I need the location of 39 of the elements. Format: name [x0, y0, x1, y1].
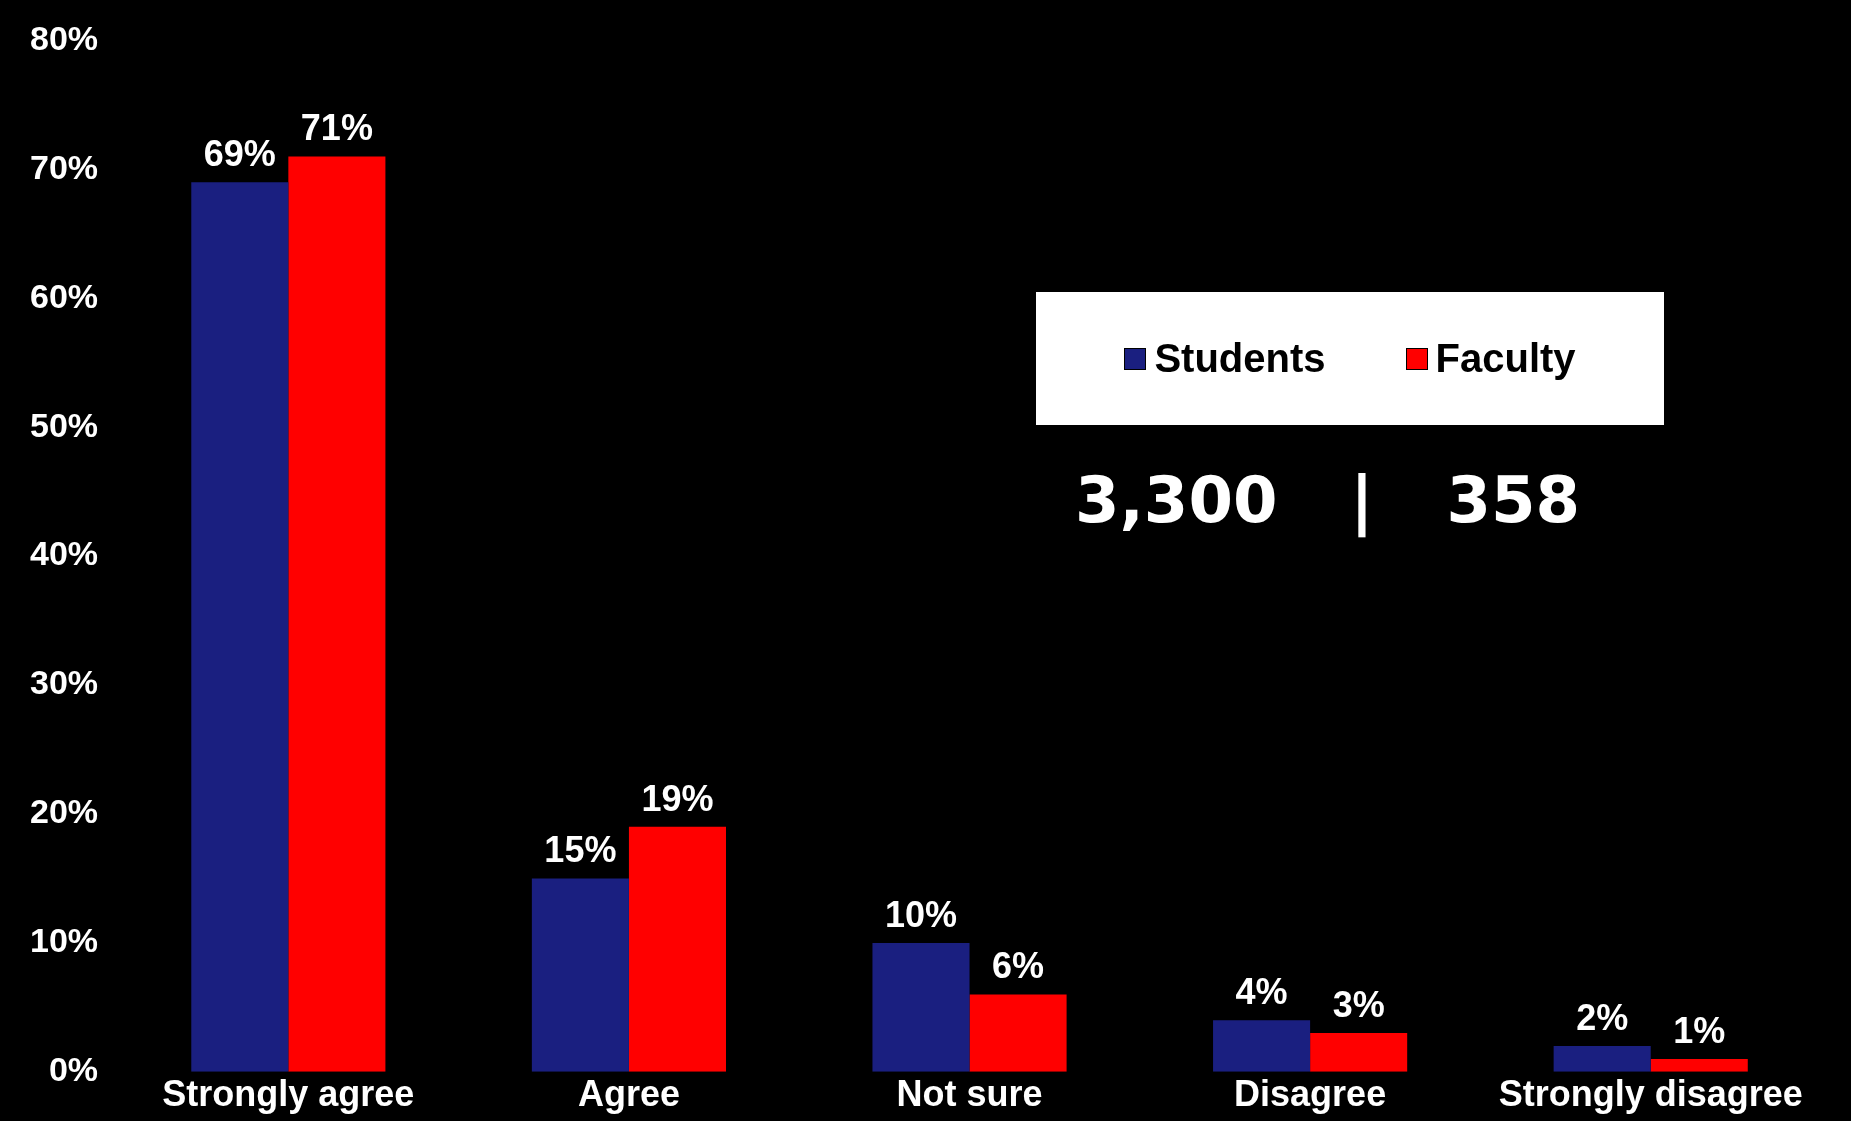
x-tick-label: Strongly disagree — [1498, 1073, 1803, 1115]
annotation: 3,300 — [1075, 463, 1278, 537]
bar — [191, 182, 289, 1072]
y-tick-label: 70% — [29, 147, 99, 186]
data-label: 4% — [1235, 971, 1288, 1013]
legend-label: Students — [1154, 336, 1326, 381]
bar — [1553, 1046, 1651, 1072]
y-tick-label: 40% — [29, 534, 99, 573]
annotation: | — [1350, 463, 1374, 537]
y-tick-label: 10% — [29, 921, 99, 960]
bar — [628, 826, 726, 1072]
bar — [969, 994, 1067, 1072]
bar — [1310, 1033, 1408, 1072]
data-label: 10% — [884, 893, 958, 935]
y-tick-label: 30% — [29, 663, 99, 702]
x-tick-label: Strongly agree — [162, 1073, 415, 1115]
bar — [1213, 1020, 1311, 1072]
data-label: 19% — [641, 777, 714, 819]
y-tick-label: 0% — [48, 1050, 99, 1089]
bar — [288, 156, 386, 1072]
bar — [531, 878, 629, 1072]
annotation: 358 — [1446, 463, 1580, 537]
x-tick-label: Disagree — [1234, 1073, 1387, 1115]
data-label: 71% — [300, 107, 373, 149]
y-tick-label: 20% — [29, 792, 99, 831]
data-label: 1% — [1673, 1009, 1726, 1051]
bar — [1650, 1058, 1748, 1072]
y-tick-label: 60% — [29, 276, 99, 315]
data-label: 15% — [544, 829, 617, 871]
legend-label: Faculty — [1435, 336, 1576, 381]
y-tick-label: 50% — [29, 405, 99, 444]
x-tick-label: Not sure — [896, 1073, 1043, 1115]
data-label: 69% — [203, 133, 276, 175]
x-tick-label: Agree — [577, 1073, 680, 1115]
data-label: 3% — [1332, 984, 1385, 1026]
data-label: 6% — [992, 945, 1045, 987]
y-tick-label: 80% — [29, 18, 99, 57]
bar — [872, 942, 970, 1072]
data-label: 2% — [1576, 996, 1629, 1038]
